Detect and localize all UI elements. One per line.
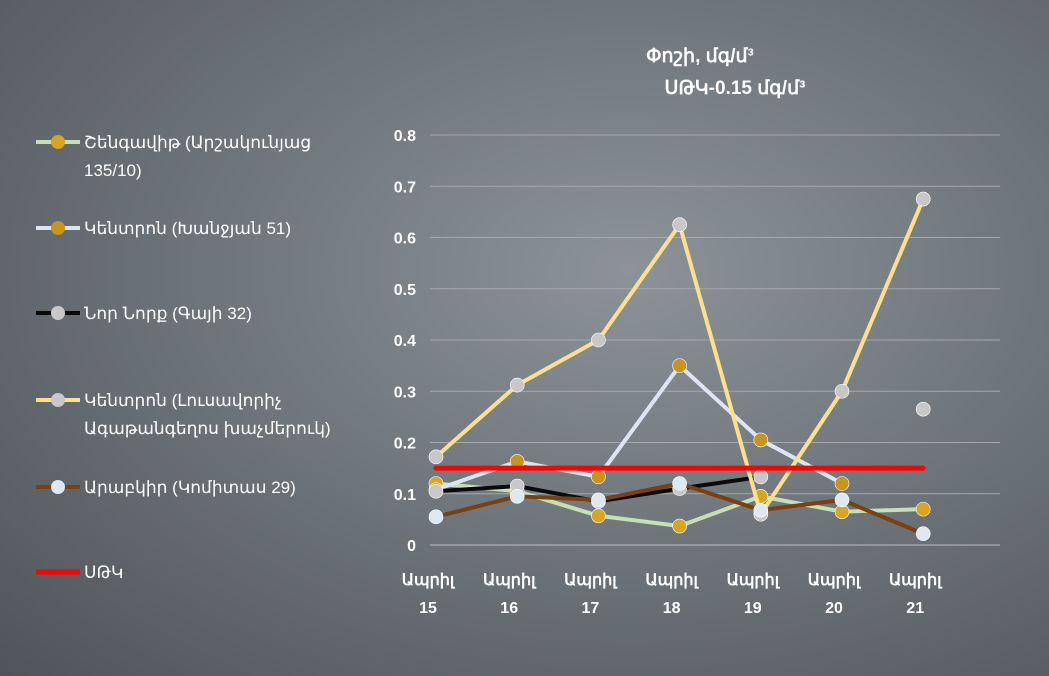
legend-label: Արաբկիր (Կոմիտաս 29) xyxy=(84,478,296,497)
x-tick-label: 19 xyxy=(744,600,762,617)
x-tick-label: 20 xyxy=(825,600,843,617)
data-point xyxy=(915,191,931,207)
x-tick-labels: Ապրիլ 15 Ապրիլ 16 Ապրիլ 17 Ապրիլ 18 Ապրիլ 19 Ապրիլ… xyxy=(402,572,943,617)
data-point xyxy=(591,332,606,348)
data-point xyxy=(834,492,850,508)
data-point xyxy=(753,502,769,518)
x-tick-label: Ապրիլ xyxy=(645,572,699,589)
data-point xyxy=(428,509,444,525)
data-point xyxy=(509,489,525,504)
legend-swatch-marker xyxy=(51,480,65,494)
data-point xyxy=(753,432,769,448)
chart-subtitle: ՍԹԿ-0.15 մգ/մ³ xyxy=(665,78,806,99)
series-group xyxy=(428,476,931,542)
x-tick-label: 18 xyxy=(663,600,681,617)
data-point xyxy=(672,518,687,534)
legend-label: Ագաթանգեղոս խաչմերուկ) xyxy=(84,419,331,438)
data-point xyxy=(915,501,931,517)
legend-label: Նոր Նորք (Գայի 32) xyxy=(84,304,252,323)
x-tick-label: 16 xyxy=(500,600,518,617)
data-point xyxy=(591,508,606,524)
y-tick-label: 0.6 xyxy=(394,231,416,248)
y-tick-label: 0.5 xyxy=(394,282,416,299)
legend-label: Կենտրոն (Լուսավորիչ xyxy=(84,391,282,410)
chart-title-group: Փոշի, մգ/մ³ ՍԹԿ-0.15 մգ/մ³ xyxy=(646,46,805,99)
legend-item: Կենտրոն (Խանջյան 51) xyxy=(36,219,291,238)
x-tick-label: Ապրիլ xyxy=(564,572,618,589)
data-point xyxy=(428,449,444,465)
legend: Շենգավիթ (Արշակունյաց 135/10) Կենտրոն (Խան… xyxy=(36,133,331,582)
legend-item: Կենտրոն (Լուսավորիչ Ագաթանգեղոս խաչմերուկ… xyxy=(36,391,331,438)
legend-label: Շենգավիթ (Արշակունյաց xyxy=(84,133,311,152)
series-group xyxy=(428,401,931,509)
y-tick-labels: 0 0.1 0.2 0.3 0.4 0.5 0.6 0.7 0.8 xyxy=(394,128,416,555)
series-line xyxy=(434,363,844,492)
y-tick-label: 0.1 xyxy=(394,487,416,504)
x-tick-label: Ապրիլ xyxy=(889,572,943,589)
y-tick-label: 0 xyxy=(407,538,416,555)
data-point xyxy=(672,476,687,491)
data-point xyxy=(834,476,850,491)
legend-swatch-marker xyxy=(51,306,65,320)
x-tick-label: Ապրիլ xyxy=(402,572,456,589)
legend-swatch-marker xyxy=(51,135,65,149)
chart-title: Փոշի, մգ/մ³ xyxy=(646,46,754,67)
data-point xyxy=(915,526,931,542)
data-point xyxy=(428,483,444,499)
legend-swatch-marker xyxy=(51,393,65,407)
legend-item: ՍԹԿ xyxy=(36,563,124,582)
x-tick-label: Ապրիլ xyxy=(483,572,537,589)
y-tick-label: 0.2 xyxy=(394,436,416,453)
y-tick-label: 0.4 xyxy=(394,333,416,350)
data-point xyxy=(672,217,687,232)
data-point xyxy=(509,377,525,393)
x-tick-label: Ապրիլ xyxy=(727,572,781,589)
y-tick-label: 0.8 xyxy=(394,128,416,145)
legend-label: ՍԹԿ xyxy=(84,563,124,582)
data-point xyxy=(834,383,850,399)
x-tick-label: 15 xyxy=(419,600,437,617)
data-point xyxy=(591,469,606,485)
data-point xyxy=(753,469,769,485)
x-tick-label: 17 xyxy=(582,600,600,617)
legend-item: Արաբկիր (Կոմիտաս 29) xyxy=(36,478,296,497)
series-layer xyxy=(428,191,931,542)
x-tick-label: Ապրիլ xyxy=(808,572,862,589)
legend-label: Կենտրոն (Խանջյան 51) xyxy=(84,219,291,238)
y-tick-label: 0.7 xyxy=(394,179,416,196)
y-tick-label: 0.3 xyxy=(394,384,416,401)
data-point xyxy=(591,492,606,508)
legend-label: 135/10) xyxy=(84,161,142,180)
x-tick-label: 21 xyxy=(906,600,924,617)
data-point xyxy=(915,401,931,417)
legend-item: Նոր Նորք (Գայի 32) xyxy=(36,304,252,323)
data-point xyxy=(672,358,687,373)
legend-swatch-marker xyxy=(51,221,65,235)
legend-item: Շենգավիթ (Արշակունյաց 135/10) xyxy=(36,133,311,180)
series-group xyxy=(428,191,931,522)
